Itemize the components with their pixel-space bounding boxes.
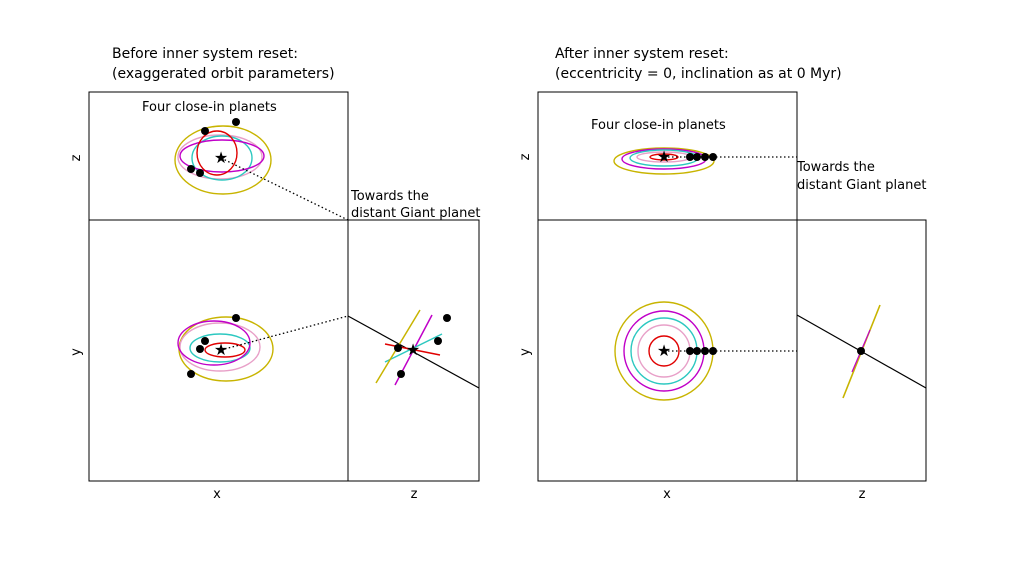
svg-text:★: ★ (214, 148, 228, 167)
axis-label: x (213, 487, 221, 502)
orbits-xz: ★ (174, 118, 349, 221)
panel-before: Before inner system reset: (exaggerated … (69, 46, 480, 502)
orbits-xy: ★ (177, 314, 349, 382)
title-line: (eccentricity = 0, inclination as at 0 M… (555, 66, 842, 82)
pointer-label: Towards the (350, 189, 429, 204)
svg-text:★: ★ (657, 341, 671, 360)
axis-label: x (663, 487, 671, 502)
pointer-label: Towards the (796, 160, 875, 175)
orbits-xy: ★ (614, 301, 797, 401)
axis-label: y (69, 348, 84, 356)
axis-label: z (518, 153, 533, 160)
axis-label: z (69, 154, 84, 161)
title-line: (exaggerated orbit parameters) (112, 66, 335, 82)
axis-label: z (859, 487, 866, 502)
annotation: Four close-in planets (142, 100, 277, 115)
svg-text:★: ★ (657, 147, 671, 166)
orbits-yz: ★ (347, 309, 480, 389)
pointer-label: distant Giant planet (351, 206, 480, 221)
annotation: Four close-in planets (591, 118, 726, 133)
yz-box (347, 219, 480, 482)
orbits-yz (796, 304, 927, 399)
axis-label: y (518, 348, 533, 356)
title-line: Before inner system reset: (112, 46, 298, 62)
pointer-label: distant Giant planet (797, 178, 926, 193)
axis-label: z (411, 487, 418, 502)
orbits-xz: ★ (613, 147, 797, 175)
svg-text:★: ★ (214, 340, 228, 359)
title-line: After inner system reset: (555, 46, 729, 62)
panel-after: After inner system reset: (eccentricity … (518, 46, 927, 502)
svg-text:★: ★ (406, 340, 420, 359)
